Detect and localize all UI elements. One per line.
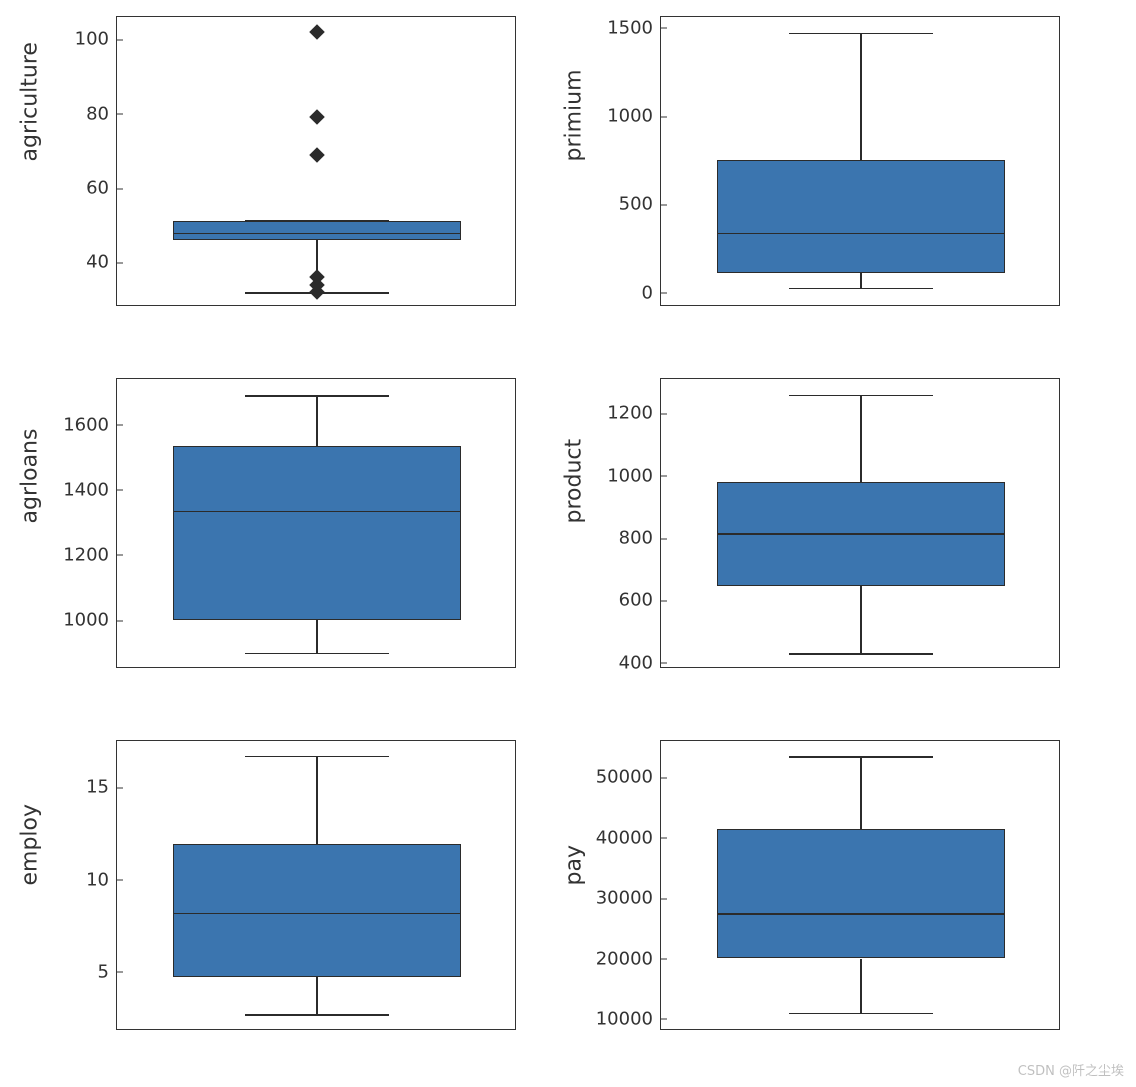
ytick: 600	[619, 590, 661, 611]
ytick: 20000	[596, 948, 661, 969]
whisker	[316, 620, 318, 653]
ytick: 500	[619, 194, 661, 215]
boxplot-pay: 1000020000300004000050000	[660, 740, 1060, 1030]
whisker-cap	[789, 653, 933, 655]
ytick: 1200	[63, 544, 117, 565]
median-line	[173, 913, 461, 915]
boxplot-employ: 51015	[116, 740, 516, 1030]
ytick: 0	[642, 282, 661, 303]
ytick: 10	[86, 869, 117, 890]
whisker	[860, 959, 862, 1013]
ytick: 5	[98, 961, 117, 982]
ytick: 30000	[596, 888, 661, 909]
ytick: 1000	[63, 610, 117, 631]
ytick: 1600	[63, 414, 117, 435]
median-line	[173, 511, 461, 513]
boxplot-grid-figure: 406080100agriculture050010001500primium1…	[0, 0, 1136, 1087]
outlier-diamond-icon	[309, 110, 325, 126]
ytick: 40000	[596, 827, 661, 848]
whisker	[316, 756, 318, 845]
whisker-cap	[789, 288, 933, 290]
ytick: 60	[86, 178, 117, 199]
whisker-cap	[789, 395, 933, 397]
boxplot-agrloans: 1000120014001600	[116, 378, 516, 668]
whisker	[860, 756, 862, 829]
boxplot-product: 40060080010001200	[660, 378, 1060, 668]
whisker	[860, 586, 862, 653]
ytick: 50000	[596, 767, 661, 788]
box-rect	[173, 446, 461, 620]
ytick: 100	[75, 29, 117, 50]
outlier-diamond-icon	[309, 147, 325, 163]
ytick: 1000	[607, 106, 661, 127]
whisker	[316, 977, 318, 1014]
box-rect	[717, 829, 1005, 959]
ytick: 40	[86, 252, 117, 273]
watermark-text: CSDN @阡之尘埃	[1018, 1060, 1124, 1079]
whisker-cap	[245, 756, 389, 758]
ytick: 1400	[63, 479, 117, 500]
boxplot-primium: 050010001500	[660, 16, 1060, 306]
ytick: 1000	[607, 465, 661, 486]
ytick: 1500	[607, 17, 661, 38]
box-rect	[173, 221, 461, 240]
whisker-cap	[245, 220, 389, 222]
whisker	[860, 33, 862, 160]
whisker-cap	[245, 395, 389, 397]
median-line	[717, 233, 1005, 235]
box-rect	[717, 160, 1005, 273]
median-line	[717, 913, 1005, 915]
box-rect	[173, 844, 461, 977]
median-line	[173, 233, 461, 235]
whisker	[860, 395, 862, 482]
ytick: 80	[86, 103, 117, 124]
ytick: 10000	[596, 1008, 661, 1029]
boxplot-agriculture: 406080100	[116, 16, 516, 306]
outlier-diamond-icon	[309, 24, 325, 40]
ytick: 1200	[607, 403, 661, 424]
ytick: 15	[86, 777, 117, 798]
ytick: 800	[619, 528, 661, 549]
whisker	[860, 273, 862, 287]
whisker	[316, 395, 318, 446]
whisker-cap	[789, 33, 933, 35]
ytick: 400	[619, 652, 661, 673]
whisker-cap	[245, 1014, 389, 1016]
whisker-cap	[789, 756, 933, 758]
whisker-cap	[245, 653, 389, 655]
median-line	[717, 533, 1005, 535]
whisker-cap	[789, 1013, 933, 1015]
